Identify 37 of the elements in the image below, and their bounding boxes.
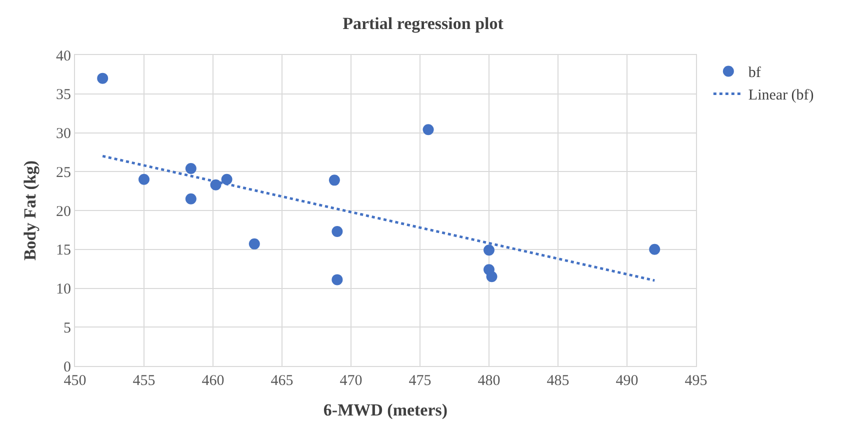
point <box>138 174 150 185</box>
chart-title: Partial regression plot <box>342 14 504 34</box>
x-tick-label: 455 <box>132 373 156 389</box>
x-tick-label: 480 <box>478 373 500 389</box>
point <box>332 226 343 237</box>
y-tick-label: 25 <box>56 164 71 181</box>
x-tick-label: 475 <box>408 373 432 389</box>
y-tick-label: 20 <box>56 204 71 220</box>
point <box>97 72 108 84</box>
x-tick-label: 495 <box>684 373 708 389</box>
y-axis-title: Body Fat (kg) <box>20 160 40 261</box>
y-tick-label: 35 <box>56 87 71 104</box>
point <box>185 193 196 204</box>
y-tick-label: 10 <box>56 282 71 298</box>
x-tick-label: 450 <box>64 373 86 389</box>
point <box>248 238 260 250</box>
y-tick-label: 0 <box>64 359 71 376</box>
point <box>649 244 660 255</box>
x-tick-label: 470 <box>340 373 362 389</box>
legend-label: bf <box>748 65 761 82</box>
x-tick-label: 465 <box>270 373 294 389</box>
point <box>332 274 343 286</box>
point <box>328 174 340 186</box>
x-tick-label: 490 <box>616 373 638 389</box>
y-tick-label: 40 <box>56 48 71 64</box>
point <box>422 124 434 136</box>
y-tick-label: 5 <box>64 320 71 336</box>
point <box>486 271 498 282</box>
point <box>484 244 494 256</box>
legend-label: Linear (bf) <box>748 88 814 104</box>
point <box>221 174 232 185</box>
y-tick-label: 30 <box>56 126 71 142</box>
x-axis-title: 6-MWD (meters) <box>323 400 448 420</box>
y-tick-label: 15 <box>56 242 71 259</box>
x-tick-label: 485 <box>546 373 570 389</box>
point <box>185 163 196 174</box>
x-tick-label: 460 <box>202 373 224 389</box>
